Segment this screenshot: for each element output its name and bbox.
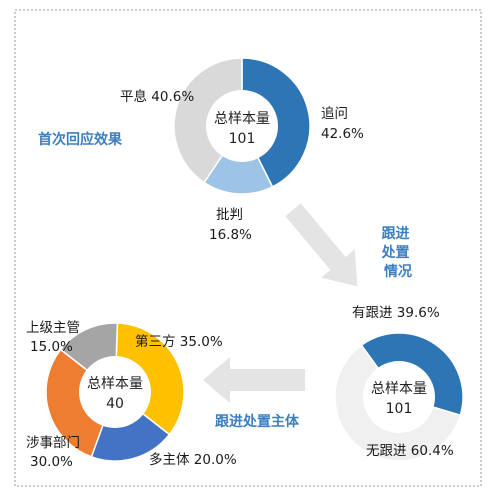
label-shangji-value: 15.0% [30, 339, 73, 355]
label-wugenjin: 无跟进 60.4% [366, 443, 454, 459]
center-title: 总样本量 [87, 376, 143, 392]
center-title: 总样本量 [214, 111, 270, 127]
caption-followup-subject: 跟进处置主体 [215, 413, 300, 430]
center-count: 101 [229, 131, 256, 147]
label-duozhuti: 多主体 20.0% [149, 451, 237, 468]
label-zhuiwen-value: 42.6% [321, 126, 364, 142]
donut-slice-1 [114, 322, 185, 436]
label-zhuiwen-name: 追问 [321, 106, 348, 122]
label-shangji-name: 上级主管 [26, 320, 80, 336]
donut-center [79, 356, 151, 428]
donut-followup-status: 总样本量 101 [334, 332, 464, 462]
donut-followup-subject: 总样本量 40 [45, 322, 185, 462]
donut-first-response: 总样本量 101 [173, 57, 311, 195]
caption-followup-status: 跟进 处置 情况 [381, 226, 415, 280]
label-sanfang: 第三方 35.0% [135, 333, 223, 350]
center-title: 总样本量 [371, 381, 427, 397]
label-yougenjin: 有跟进 39.6% [352, 305, 440, 321]
label-pipan-value: 16.8% [209, 227, 252, 243]
donut-slice-3 [45, 348, 116, 458]
arrow-diagonal [285, 203, 358, 287]
center-count: 40 [106, 396, 124, 412]
label-pingxi: 平息 40.6% [120, 88, 194, 105]
label-sheshi-value: 30.0% [30, 454, 73, 470]
caption-first-response: 首次回应效果 [38, 131, 123, 148]
label-sheshi-name: 涉事部门 [26, 435, 80, 451]
center-count: 101 [386, 401, 413, 417]
donut-center [363, 361, 435, 433]
donut-center [206, 90, 278, 162]
label-pipan-name: 批判 [216, 207, 243, 223]
dotted-frame [14, 9, 482, 487]
arrow-left [203, 357, 305, 403]
